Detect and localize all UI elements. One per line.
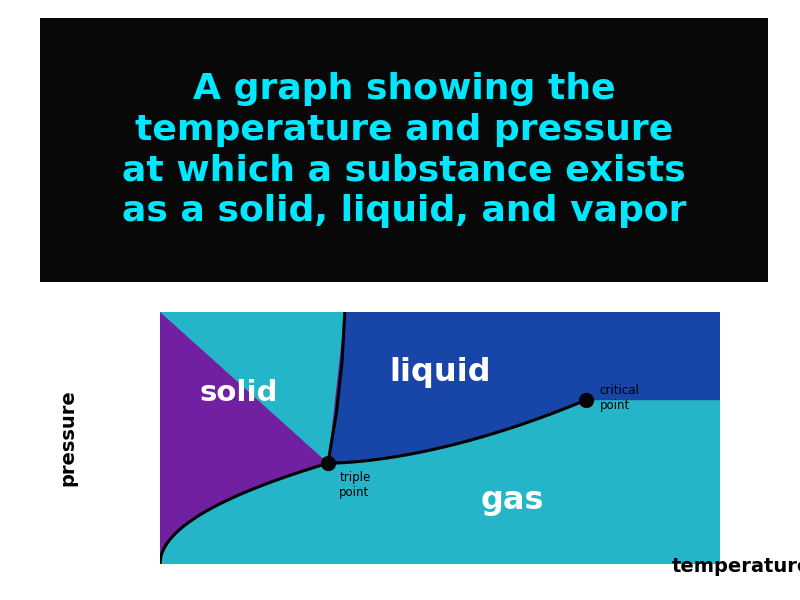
Text: critical
point: critical point bbox=[600, 383, 639, 412]
FancyBboxPatch shape bbox=[18, 10, 790, 290]
Text: temperature: temperature bbox=[672, 557, 800, 577]
Polygon shape bbox=[160, 312, 720, 564]
Text: triple
point: triple point bbox=[339, 471, 370, 499]
Text: solid: solid bbox=[199, 379, 278, 407]
Text: liquid: liquid bbox=[389, 357, 491, 388]
Polygon shape bbox=[328, 312, 720, 463]
Text: gas: gas bbox=[481, 485, 545, 517]
Polygon shape bbox=[160, 312, 345, 564]
Text: A graph showing the
temperature and pressure
at which a substance exists
as a so: A graph showing the temperature and pres… bbox=[122, 72, 686, 228]
Text: pressure: pressure bbox=[58, 389, 78, 487]
